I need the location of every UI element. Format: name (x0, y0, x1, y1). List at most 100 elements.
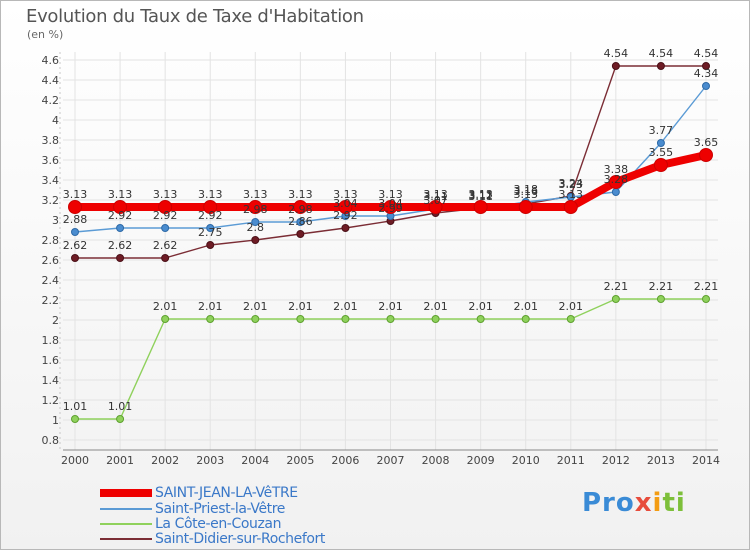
data-point (296, 315, 305, 323)
data-point (656, 295, 665, 303)
data-label: 2.98 (243, 203, 268, 216)
x-tick-label: 2014 (692, 454, 720, 467)
data-label: 3.16 (513, 185, 538, 198)
data-label: 2.92 (198, 209, 223, 222)
data-point (656, 62, 665, 70)
x-tick-label: 2001 (106, 454, 134, 467)
chart-title: Evolution du Taux de Taxe d'Habitation (26, 6, 364, 27)
data-label: 2.01 (198, 300, 223, 313)
data-label: 3.65 (694, 136, 719, 149)
y-tick-label: 0.8 (42, 434, 60, 447)
data-label: 2.21 (649, 280, 674, 293)
y-axis-unit: (en %) (27, 28, 64, 41)
data-label: 2.99 (378, 202, 403, 215)
legend-entry-saint-didier: Saint-Didier-sur-Rochefort (100, 531, 325, 547)
y-tick-label: 4.4 (42, 74, 60, 87)
y-tick-label: 2 (52, 314, 59, 327)
y-tick-label: 1.8 (42, 334, 60, 347)
x-tick-label: 2002 (151, 454, 179, 467)
data-point (251, 315, 260, 323)
x-tick-label: 2008 (422, 454, 450, 467)
data-label: 2.62 (63, 239, 88, 252)
y-tick-label: 4 (52, 114, 59, 127)
y-tick-label: 3 (52, 214, 59, 227)
data-label: 2.01 (423, 300, 448, 313)
data-point (338, 200, 353, 214)
data-point (566, 315, 575, 323)
x-tick-label: 2009 (467, 454, 495, 467)
data-label: 3.55 (649, 146, 674, 159)
data-label: 3.77 (649, 124, 674, 137)
data-point (68, 200, 82, 214)
data-point (563, 200, 578, 214)
data-point (113, 200, 128, 214)
y-tick-label: 3.8 (42, 134, 60, 147)
x-tick-label: 2005 (286, 454, 314, 467)
legend-entry-la-cote: La Côte-en-Couzan (100, 516, 281, 532)
y-tick-label: 1 (52, 414, 59, 427)
data-point (386, 315, 395, 323)
data-label: 3.13 (559, 188, 584, 201)
data-label: 2.01 (468, 300, 493, 313)
logo-part: i (652, 488, 663, 518)
data-point (611, 188, 620, 196)
data-point (161, 315, 170, 323)
x-tick-label: 2010 (512, 454, 540, 467)
data-label: 3.18 (513, 183, 538, 196)
data-label: 3.13 (423, 188, 448, 201)
y-tick-label: 3.4 (42, 174, 60, 187)
data-point (296, 230, 305, 238)
data-point (296, 218, 305, 226)
data-point (608, 175, 623, 189)
legend-swatch (100, 538, 152, 540)
data-label: 2.01 (243, 300, 268, 313)
data-label: 3.24 (559, 177, 584, 190)
data-label: 3.13 (108, 188, 133, 201)
data-label: 3.13 (153, 188, 178, 201)
data-point (702, 82, 710, 90)
y-tick-label: 1.4 (42, 374, 60, 387)
data-point (699, 148, 713, 162)
data-point (431, 315, 440, 323)
data-point (206, 224, 215, 232)
x-tick-label: 2004 (241, 454, 269, 467)
data-label: 2.01 (513, 300, 538, 313)
x-tick-label: 2000 (61, 454, 89, 467)
data-point (476, 315, 485, 323)
x-tick-label: 2006 (331, 454, 359, 467)
data-label: 2.01 (288, 300, 313, 313)
data-label: 2.21 (694, 280, 719, 293)
data-label: 3.04 (333, 197, 358, 210)
data-label: 3.11 (468, 190, 493, 203)
legend-label: Saint-Priest-la-Vêtre (155, 501, 286, 517)
data-point (611, 62, 620, 70)
data-point (341, 315, 350, 323)
data-label: 3.13 (468, 188, 493, 201)
data-label: 2.8 (247, 221, 265, 234)
data-label: 2.92 (153, 209, 178, 222)
data-point (116, 415, 125, 423)
data-point (71, 415, 79, 423)
data-point (251, 218, 260, 226)
legend-swatch (100, 523, 152, 525)
legend-label: Saint-Didier-sur-Rochefort (155, 531, 326, 547)
data-label: 4.54 (649, 47, 674, 60)
y-tick-label: 2.8 (42, 234, 60, 247)
data-label: 2.92 (333, 209, 358, 222)
x-tick-label: 2003 (196, 454, 224, 467)
data-point (116, 224, 125, 232)
data-point (383, 200, 398, 214)
y-tick-label: 1.6 (42, 354, 60, 367)
data-point (653, 158, 668, 172)
data-label: 2.01 (153, 300, 178, 313)
y-tick-label: 2.6 (42, 254, 60, 267)
data-point (521, 315, 530, 323)
legend-swatch (100, 489, 152, 497)
data-label: 2.01 (333, 300, 358, 313)
data-label: 2.62 (153, 239, 178, 252)
data-point (611, 295, 620, 303)
proxiti-logo: Proxiti (582, 488, 686, 518)
data-label: 3.13 (198, 188, 223, 201)
